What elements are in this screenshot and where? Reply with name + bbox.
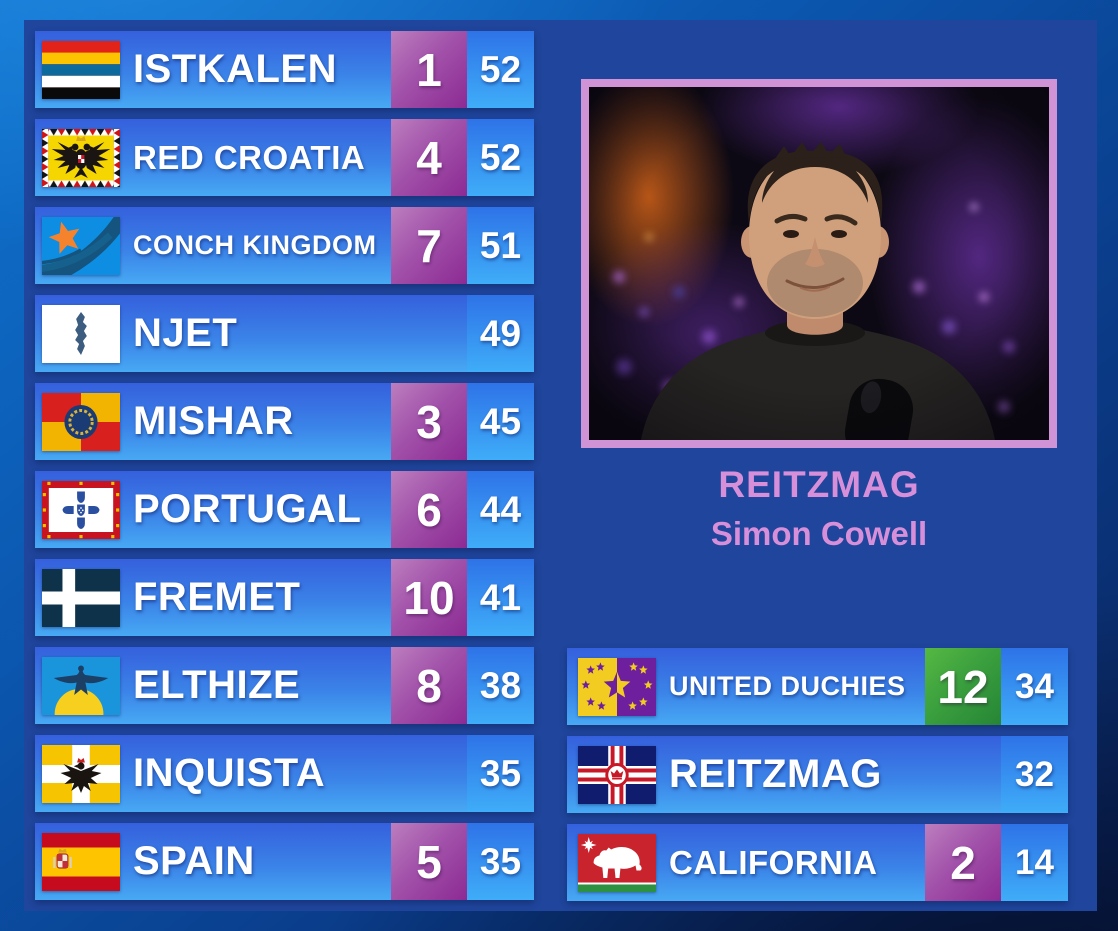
points-badge: 5 xyxy=(391,823,467,900)
performer-photo xyxy=(581,79,1057,448)
points-badge: 3 xyxy=(391,383,467,460)
reitzmag-flag xyxy=(578,745,656,804)
scoreboard-row-spain: SPAIN 5 35 xyxy=(35,823,534,900)
total-score: 41 xyxy=(467,559,534,636)
total-score: 35 xyxy=(467,823,534,900)
points-badge-12: 12 xyxy=(925,648,1001,725)
spotlight-caption: REITZMAG Simon Cowell xyxy=(581,464,1057,553)
country-name: RED CROATIA xyxy=(133,138,366,176)
fremet-flag xyxy=(42,568,120,627)
scoreboard-row-red-croatia: RED CROATIA 4 52 xyxy=(35,119,534,196)
spotlight-entry-name: REITZMAG xyxy=(718,464,920,505)
red-croatia-flag xyxy=(42,128,120,187)
scoreboard-row-california: CALIFORNIA 2 14 xyxy=(567,824,1068,901)
total-score: 49 xyxy=(467,295,534,372)
country-name: PORTUGAL xyxy=(133,487,362,531)
spain-flag xyxy=(42,832,120,891)
points-badge: 8 xyxy=(391,647,467,724)
country-name: FREMET xyxy=(133,575,301,619)
country-name: CALIFORNIA xyxy=(669,843,878,881)
scoreboard-row-elthize: ELTHIZE 8 38 xyxy=(35,647,534,724)
country-name: REITZMAG xyxy=(669,752,882,796)
united-duchies-flag xyxy=(578,657,656,716)
points-badge: 6 xyxy=(391,471,467,548)
total-score: 38 xyxy=(467,647,534,724)
country-name: NJET xyxy=(133,311,238,355)
spotlight-performer-name: Simon Cowell xyxy=(710,515,928,552)
scoreboard-row-mishar: MISHAR 3 45 xyxy=(35,383,534,460)
scoreboard-right-column: UNITED DUCHIES 12 34 REITZMAG 32 xyxy=(567,648,1068,912)
total-score: 45 xyxy=(467,383,534,460)
country-name: SPAIN xyxy=(133,839,255,883)
total-score: 34 xyxy=(1001,648,1068,725)
points-badge: 10 xyxy=(391,559,467,636)
elthize-flag xyxy=(42,656,120,715)
conch-kingdom-flag xyxy=(42,216,120,275)
scoreboard-row-united-duchies: UNITED DUCHIES 12 34 xyxy=(567,648,1068,725)
total-score: 44 xyxy=(467,471,534,548)
country-name: ELTHIZE xyxy=(133,663,301,707)
njet-flag xyxy=(42,304,120,363)
country-name: UNITED DUCHIES xyxy=(669,671,906,701)
country-name: ISTKALEN xyxy=(133,47,337,91)
total-score: 52 xyxy=(467,31,534,108)
scoreboard-left-column: ISTKALEN 1 52 xyxy=(35,31,534,911)
country-name: INQUISTA xyxy=(133,751,326,795)
california-flag xyxy=(578,833,656,892)
points-badge: 1 xyxy=(391,31,467,108)
scoreboard-row-fremet: FREMET 10 41 xyxy=(35,559,534,636)
total-score: 14 xyxy=(1001,824,1068,901)
scoreboard-row-portugal: PORTUGAL 6 44 xyxy=(35,471,534,548)
country-name: MISHAR xyxy=(133,399,294,443)
portugal-flag xyxy=(42,480,120,539)
scoreboard-row-conch-kingdom: CONCH KINGDOM 7 51 xyxy=(35,207,534,284)
total-score: 35 xyxy=(467,735,534,812)
istkalen-flag xyxy=(42,40,120,99)
scoreboard-row-reitzmag: REITZMAG 32 xyxy=(567,736,1068,813)
country-name: CONCH KINGDOM xyxy=(133,230,377,260)
inquista-flag xyxy=(42,744,120,803)
scoreboard-row-inquista: INQUISTA 35 xyxy=(35,735,534,812)
total-score: 52 xyxy=(467,119,534,196)
total-score: 32 xyxy=(1001,736,1068,813)
points-badge: 2 xyxy=(925,824,1001,901)
scoreboard-row-istkalen: ISTKALEN 1 52 xyxy=(35,31,534,108)
total-score: 51 xyxy=(467,207,534,284)
points-badge: 4 xyxy=(391,119,467,196)
mishar-flag xyxy=(42,392,120,451)
points-badge: 7 xyxy=(391,207,467,284)
scoreboard-row-njet: NJET 49 xyxy=(35,295,534,372)
